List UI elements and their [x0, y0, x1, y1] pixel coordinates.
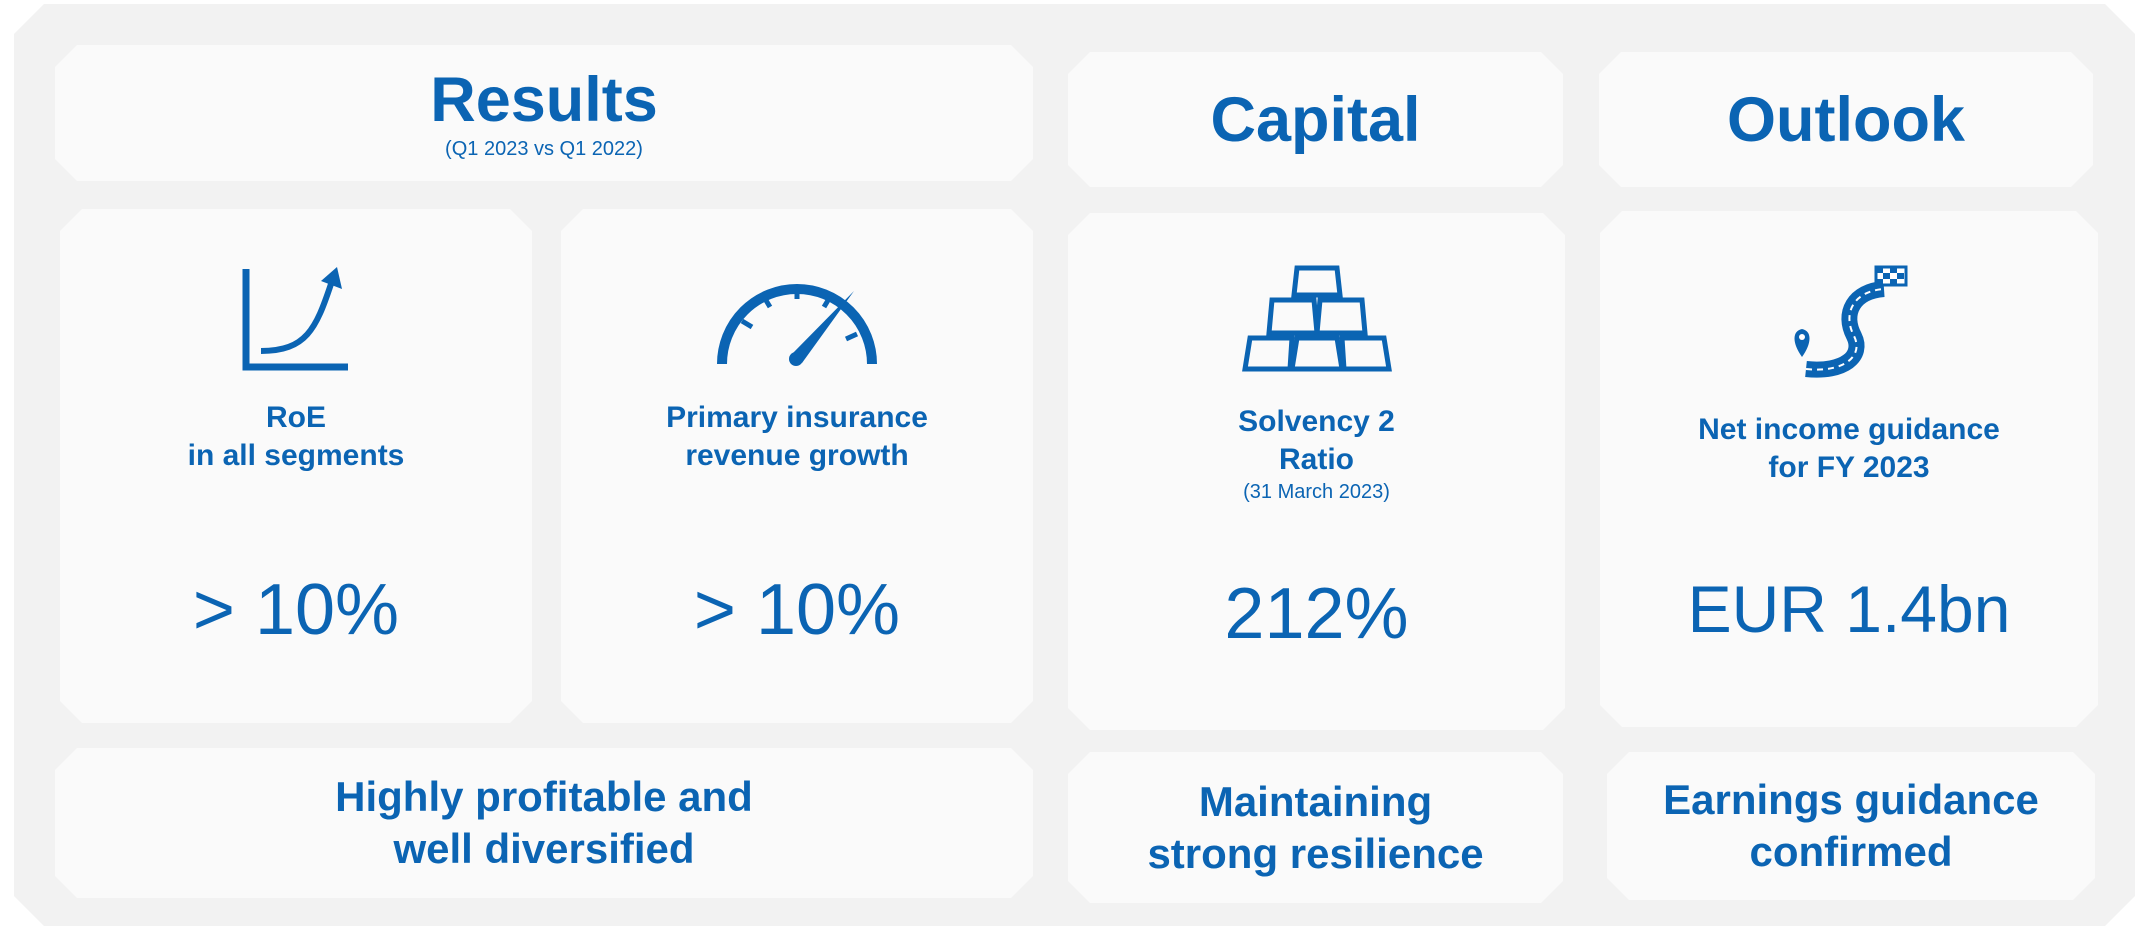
capital-summary: Maintaining strong resilience — [1068, 752, 1563, 903]
card-label: Primary insurance revenue growth — [561, 399, 1033, 475]
road-icon — [1784, 261, 1914, 381]
outlook-header: Outlook — [1599, 52, 2093, 187]
card-label: Net income guidance for FY 2023 — [1600, 411, 2098, 487]
growth-icon — [236, 259, 356, 379]
results-summary: Highly profitable and well diversified — [55, 748, 1033, 898]
solvency-card: Solvency 2 Ratio (31 March 2023) 212% — [1068, 213, 1565, 730]
card-value: > 10% — [693, 570, 901, 650]
summary-line: well diversified — [393, 825, 695, 872]
guidance-card: Net income guidance for FY 2023 EUR 1.4bn — [1600, 211, 2098, 727]
summary-line: Highly profitable and — [335, 773, 753, 820]
label-line: RoE — [266, 401, 326, 434]
summary-line: strong resilience — [1147, 829, 1484, 877]
label-line: in all segments — [187, 439, 405, 472]
label-line: Solvency 2 — [1238, 405, 1395, 438]
section-title: Capital — [1210, 84, 1421, 155]
card-label: Solvency 2 Ratio (31 March 2023) — [1068, 403, 1565, 505]
outlook-summary: Earnings guidance confirmed — [1607, 752, 2095, 900]
section-title: Results — [430, 64, 658, 135]
revenue-card: Primary insurance revenue growth > 10% — [561, 209, 1033, 723]
label-note: (31 March 2023) — [1243, 481, 1390, 503]
section-title: Outlook — [1727, 84, 1965, 155]
card-value: > 10% — [192, 570, 400, 650]
speedometer-icon — [712, 259, 882, 379]
results-header: Results (Q1 2023 vs Q1 2022) — [55, 45, 1033, 181]
card-value: EUR 1.4bn — [1687, 572, 2011, 646]
gold-bars-icon — [1242, 263, 1392, 375]
summary-line: Earnings guidance — [1663, 776, 2039, 823]
roe-card: RoE in all segments > 10% — [60, 209, 532, 723]
summary-line: Maintaining — [1198, 777, 1433, 825]
label-line: revenue growth — [685, 439, 909, 472]
capital-header: Capital — [1068, 52, 1563, 187]
label-line: for FY 2023 — [1768, 451, 1930, 484]
label-line: Primary insurance — [666, 401, 928, 434]
card-value: 212% — [1224, 574, 1409, 654]
label-line: Net income guidance — [1698, 413, 2000, 446]
card-label: RoE in all segments — [60, 399, 532, 475]
summary-line: confirmed — [1749, 828, 1953, 875]
label-line: Ratio — [1279, 443, 1354, 476]
section-subtitle: (Q1 2023 vs Q1 2022) — [445, 137, 643, 160]
